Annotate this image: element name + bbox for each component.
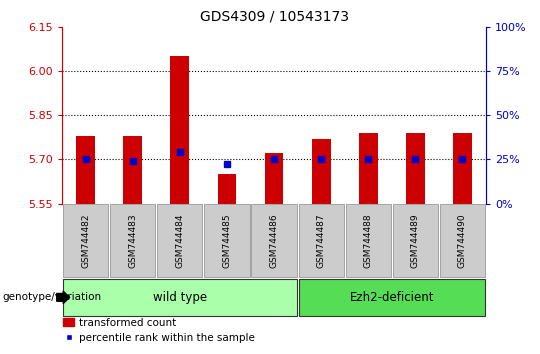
Bar [218, 174, 237, 204]
Text: GSM744483: GSM744483 [129, 213, 137, 268]
Bar [171, 56, 190, 204]
Legend: transformed count, percentile rank within the sample: transformed count, percentile rank withi… [59, 314, 259, 347]
Bar [265, 153, 284, 204]
Bar [299, 279, 485, 316]
Text: GSM744482: GSM744482 [81, 213, 90, 268]
Title: GDS4309 / 10543173: GDS4309 / 10543173 [200, 10, 348, 24]
Bar [123, 136, 142, 204]
Text: Ezh2-deficient: Ezh2-deficient [349, 291, 434, 304]
Bar [393, 204, 438, 277]
Text: GSM744486: GSM744486 [269, 213, 279, 268]
Text: GSM744488: GSM744488 [364, 213, 373, 268]
Text: GSM744487: GSM744487 [316, 213, 326, 268]
Bar [252, 204, 296, 277]
Bar [63, 279, 296, 316]
Text: wild type: wild type [153, 291, 207, 304]
Bar [204, 204, 249, 277]
Text: GSM744490: GSM744490 [458, 213, 467, 268]
Text: GSM744484: GSM744484 [176, 213, 184, 268]
Text: genotype/variation: genotype/variation [3, 292, 102, 302]
Bar [312, 139, 330, 204]
Text: GSM744485: GSM744485 [222, 213, 232, 268]
Bar [346, 204, 391, 277]
Text: GSM744489: GSM744489 [411, 213, 420, 268]
Bar [299, 204, 344, 277]
Bar [63, 204, 108, 277]
Bar [157, 204, 202, 277]
Bar [359, 133, 377, 204]
Bar [440, 204, 485, 277]
Bar [76, 136, 95, 204]
Bar [110, 204, 156, 277]
Bar [406, 133, 425, 204]
Bar [453, 133, 472, 204]
